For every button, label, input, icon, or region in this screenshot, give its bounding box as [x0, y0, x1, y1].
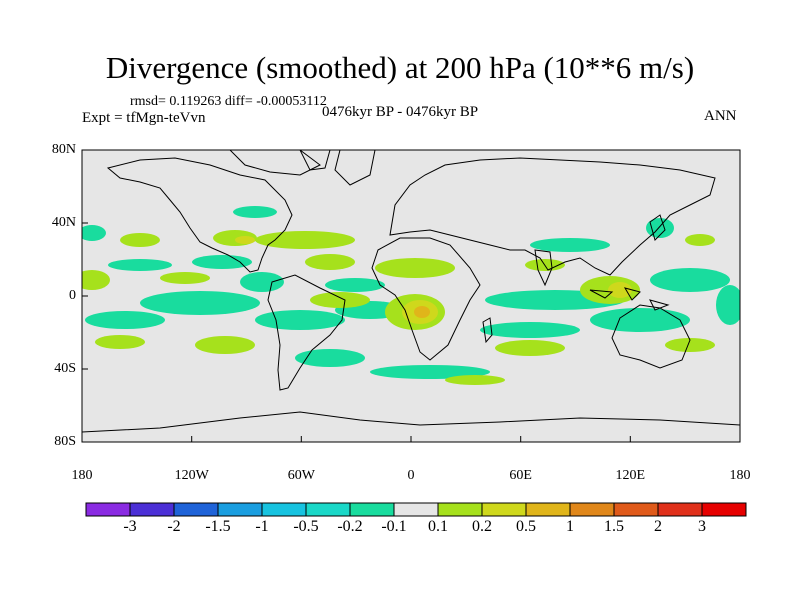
colorbar-label: 3: [698, 518, 706, 535]
colorbar-label: 1: [566, 518, 574, 535]
colorbar-swatch: [437, 502, 483, 517]
colorbar-label: 0.2: [472, 518, 492, 535]
colorbar-swatch: [349, 502, 395, 517]
colorbar-label: -0.1: [381, 518, 407, 535]
lat-tick-label: 40N: [51, 215, 76, 230]
colorbar-swatch: [657, 502, 703, 517]
colorbar-label: 0.1: [428, 518, 448, 535]
lon-tick-label: 180: [71, 468, 93, 483]
colorbar-swatch: [217, 502, 263, 517]
lat-tick-label: 0: [69, 288, 76, 303]
experiment-label: Expt = tfMgn-teVvn: [82, 110, 206, 126]
colorbar-swatch: [129, 502, 175, 517]
colorbar-label: -0.5: [293, 518, 319, 535]
colorbar: [85, 502, 747, 517]
colorbar-swatch: [305, 502, 351, 517]
divergence-fields: [82, 206, 740, 385]
plot-title: Divergence (smoothed) at 200 hPa (10**6 …: [105, 50, 695, 85]
colorbar-label: -0.2: [337, 518, 363, 535]
coastlines: [82, 150, 740, 433]
colorbar-label: -1.5: [205, 518, 231, 535]
colorbar-swatch: [525, 502, 571, 517]
peak-positive-areas: [414, 306, 430, 318]
season-label: ANN: [704, 108, 737, 124]
colorbar-swatch: [481, 502, 527, 517]
colorbar-label: 2: [654, 518, 662, 535]
colorbar-swatch: [701, 502, 747, 517]
colorbar-label: -3: [123, 518, 137, 535]
colorbar-label: 0.5: [516, 518, 536, 535]
colorbar-swatch: [569, 502, 615, 517]
colorbar-label: -1: [255, 518, 269, 535]
colorbar-label: 1.5: [604, 518, 624, 535]
colorbar-label: -2: [167, 518, 181, 535]
axis-ticks: [81, 149, 741, 443]
lat-tick-label: 80N: [51, 142, 76, 157]
lon-tick-label: 120E: [615, 468, 646, 483]
colorbar-swatch: [613, 502, 659, 517]
lon-tick-label: 60E: [509, 468, 532, 483]
rmsd-diff-stats: rmsd= 0.119263 diff= -0.00053112: [130, 94, 327, 109]
lat-tick-label: 80S: [54, 434, 76, 449]
colorbar-swatch: [173, 502, 219, 517]
period-label: 0476kyr BP - 0476kyr BP: [322, 104, 479, 120]
negative-divergence-areas: [82, 206, 740, 379]
colorbar-swatch: [261, 502, 307, 517]
lon-tick-label: 180: [729, 468, 751, 483]
lon-tick-label: 0: [407, 468, 415, 483]
lat-tick-label: 40S: [54, 361, 76, 376]
colorbar-swatch: [393, 502, 439, 517]
lon-tick-label: 120W: [174, 468, 209, 483]
lon-tick-label: 60W: [287, 468, 315, 483]
colorbar-swatch: [85, 502, 131, 517]
